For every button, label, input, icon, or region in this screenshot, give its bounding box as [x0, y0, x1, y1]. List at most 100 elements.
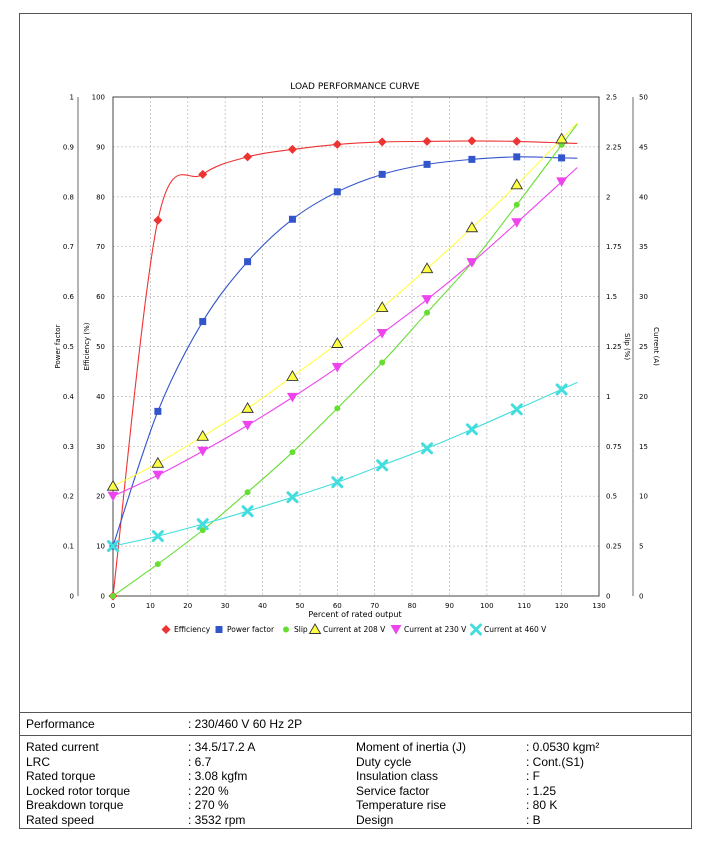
legend-marker [283, 626, 289, 633]
slip-tick-label: 0.75 [606, 443, 622, 451]
spec-row: Rated speed : 3532 rpm [26, 813, 346, 828]
data-point [424, 309, 431, 316]
data-point [288, 215, 296, 223]
spec-row: Breakdown torque : 270 % [26, 798, 346, 813]
data-point [379, 359, 386, 366]
data-point [423, 160, 431, 168]
spec-label: Rated speed [26, 812, 95, 827]
data-point [152, 470, 164, 481]
spec-value: : 6.7 [188, 754, 212, 769]
data-point [511, 218, 523, 228]
data-point [196, 518, 209, 531]
power-factor-tick-label: 0.1 [63, 543, 74, 551]
series-line [112, 122, 578, 487]
slip-tick-label: 2.25 [606, 143, 622, 151]
x-tick-label: 10 [146, 602, 155, 610]
efficiency-tick-label: 30 [96, 443, 105, 451]
spec-row: Design: B [356, 813, 686, 828]
x-tick-label: 0 [111, 602, 115, 610]
legend-label: Current at 230 V [404, 625, 467, 634]
curves [112, 122, 578, 597]
data-point [286, 491, 299, 504]
spec-value: : 270 % [188, 798, 229, 812]
data-point [198, 169, 208, 179]
data-point [421, 295, 433, 305]
data-point [468, 155, 476, 163]
x-tick-label: 110 [518, 602, 531, 610]
data-point [286, 370, 299, 381]
x-tick-label: 120 [555, 602, 568, 610]
spec-row: Moment of inertia (J): 0.0530 kgm² [356, 740, 686, 755]
data-point [558, 141, 565, 148]
power-factor-axis-label: Power factor [54, 324, 62, 368]
slip-tick-label: 1.25 [606, 343, 622, 351]
efficiency-tick-label: 70 [96, 243, 105, 251]
performance-row: Performance : 230/460 V 60 Hz 2P [20, 712, 691, 736]
data-point [110, 593, 116, 599]
data-point [466, 258, 478, 268]
spec-value: : B [526, 812, 541, 827]
legend-label: Efficiency [174, 625, 211, 634]
x-tick-label: 130 [592, 602, 605, 610]
current-tick-label: 30 [639, 293, 648, 301]
current-tick-label: 40 [639, 193, 648, 201]
spec-label: Rated current [26, 740, 99, 754]
spec-row: Service factor : 1.25 [356, 784, 686, 799]
efficiency-tick-label: 0 [101, 593, 105, 601]
spec-value: : 80 K [526, 798, 558, 812]
slip-tick-label: 2 [606, 193, 610, 201]
efficiency-tick-label: 40 [96, 393, 105, 401]
series-line [112, 140, 578, 597]
x-tick-label: 40 [258, 602, 267, 610]
data-point [510, 178, 524, 190]
efficiency-tick-label: 80 [96, 193, 105, 201]
data-point [107, 540, 119, 553]
power-factor-tick-label: 0.7 [63, 243, 74, 251]
data-point [196, 429, 210, 441]
data-point [331, 476, 344, 489]
legend-marker [308, 623, 322, 634]
spec-label: Service factor [356, 783, 430, 798]
spec-value: : F [526, 769, 540, 783]
spec-row: Duty cycle: Cont.(S1) [356, 755, 686, 770]
data-point [244, 258, 252, 266]
efficiency-tick-label: 60 [96, 293, 105, 301]
data-point [510, 403, 523, 416]
spec-label: Insulation class [356, 769, 439, 783]
data-point [199, 527, 206, 534]
slip-tick-label: 2.5 [606, 94, 617, 102]
spec-label: Breakdown torque [26, 798, 124, 812]
current-axis-label: Current (A) [652, 327, 660, 366]
legend-marker [215, 626, 223, 633]
data-point [465, 423, 478, 436]
specs-left-column: Rated current: 34.5/17.2 A LRC: 6.7 Rate… [26, 740, 346, 827]
current-tick-label: 50 [639, 94, 648, 102]
data-point [512, 136, 522, 146]
performance-label: Performance [26, 717, 95, 731]
x-tick-label: 80 [408, 602, 417, 610]
slip-tick-label: 0.5 [606, 493, 617, 501]
data-point [422, 136, 432, 146]
spec-label: Moment of inertia (J) [356, 740, 467, 754]
data-point [513, 201, 520, 208]
power-factor-tick-label: 0.3 [63, 443, 74, 451]
spec-value: : 3532 rpm [188, 812, 246, 827]
data-point [151, 530, 164, 543]
current-tick-label: 35 [639, 243, 648, 251]
data-point [555, 132, 568, 144]
slip-tick-label: 0 [606, 593, 610, 601]
legend-label: Slip [294, 625, 308, 634]
legend-marker [161, 625, 171, 634]
x-tick-label: 50 [295, 602, 304, 610]
current-tick-label: 0 [639, 593, 643, 601]
spec-row: Rated current: 34.5/17.2 A [26, 740, 346, 755]
data-point [243, 152, 253, 162]
data-point [151, 456, 165, 468]
legend-label: Power factor [227, 625, 275, 634]
spec-value: : 1.25 [526, 783, 557, 798]
current-tick-label: 45 [639, 143, 648, 151]
legend-marker [470, 623, 482, 636]
data-point [199, 318, 207, 326]
specs-right-column: Moment of inertia (J): 0.0530 kgm² Duty … [356, 740, 686, 827]
